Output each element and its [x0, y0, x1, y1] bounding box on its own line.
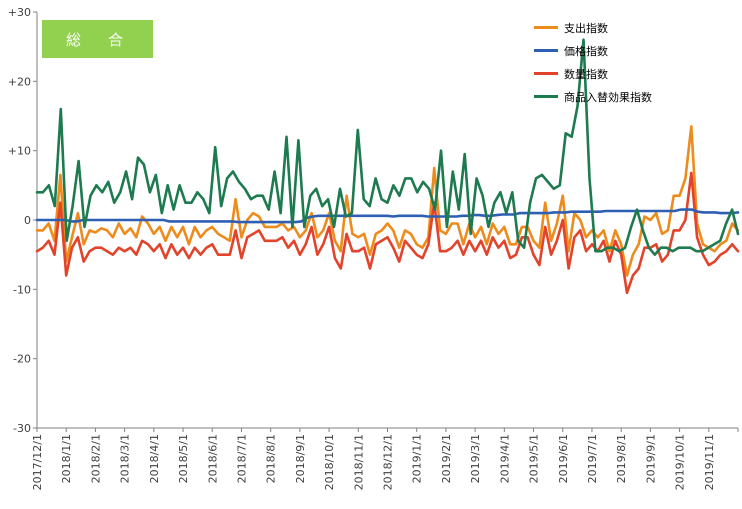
x-tick-label: 2019/11/1: [703, 434, 716, 490]
legend-item: 数量指数: [534, 62, 652, 85]
series-line: [35, 208, 740, 224]
x-tick-label: 2019/7/1: [586, 434, 599, 483]
chart-badge: 総 合: [42, 20, 153, 58]
legend-label: 商品入替効果指数: [564, 90, 652, 104]
legend-item: 商品入替効果指数: [534, 85, 652, 108]
x-tick-label: 2018/1/1: [60, 434, 73, 483]
series-line: [35, 171, 740, 295]
x-tick-label: 2019/5/1: [528, 434, 541, 483]
x-tick-label: 2019/2/1: [440, 434, 453, 483]
legend-swatch: [534, 95, 558, 98]
legend-label: 支出指数: [564, 21, 608, 35]
legend-label: 価格指数: [564, 44, 608, 58]
x-tick-label: 2019/10/1: [674, 434, 687, 490]
y-tick-label: +20: [8, 75, 31, 88]
legend-swatch: [534, 26, 558, 29]
x-tick-label: 2019/3/1: [469, 434, 482, 483]
x-tick-label: 2017/12/1: [31, 434, 44, 490]
series-lines: [35, 38, 740, 295]
x-tick-label: 2018/4/1: [148, 434, 161, 483]
y-tick-label: 0: [24, 214, 31, 227]
x-tick-label: 2019/8/1: [615, 434, 628, 483]
x-tick-label: 2018/12/1: [382, 434, 395, 490]
x-tick-label: 2019/1/1: [411, 434, 424, 483]
x-tick-label: 2019/6/1: [557, 434, 570, 483]
legend-swatch: [534, 49, 558, 52]
x-tick-label: 2018/8/1: [265, 434, 278, 483]
x-tick-label: 2018/3/1: [119, 434, 132, 483]
x-tick-label: 2018/2/1: [89, 434, 102, 483]
x-tick-label: 2018/9/1: [294, 434, 307, 483]
y-tick-label: -20: [13, 353, 31, 366]
legend: 支出指数 価格指数 数量指数 商品入替効果指数: [534, 16, 652, 108]
y-tick-label: +30: [8, 6, 31, 19]
x-tick-label: 2018/5/1: [177, 434, 190, 483]
legend-item: 支出指数: [534, 16, 652, 39]
legend-swatch: [534, 72, 558, 75]
series-line: [35, 125, 740, 277]
legend-item: 価格指数: [534, 39, 652, 62]
x-tick-label: 2018/10/1: [323, 434, 336, 490]
y-tick-label: -30: [13, 422, 31, 435]
x-axis: 2017/12/1 2018/1/1 2018/2/1 2018/3/1 2018/4/…: [31, 427, 739, 490]
y-axis: +30 +20 +10 0 -10 -20 -30: [8, 6, 38, 435]
y-tick-label: -10: [13, 283, 31, 296]
x-tick-label: 2019/9/1: [644, 434, 657, 483]
x-tick-label: 2018/7/1: [235, 434, 248, 483]
x-tick-label: 2018/11/1: [352, 434, 365, 490]
series-line: [35, 38, 740, 256]
legend-label: 数量指数: [564, 67, 608, 81]
x-tick-label: 2018/6/1: [206, 434, 219, 483]
y-tick-label: +10: [8, 145, 31, 158]
x-tick-label: 2019/4/1: [498, 434, 511, 483]
